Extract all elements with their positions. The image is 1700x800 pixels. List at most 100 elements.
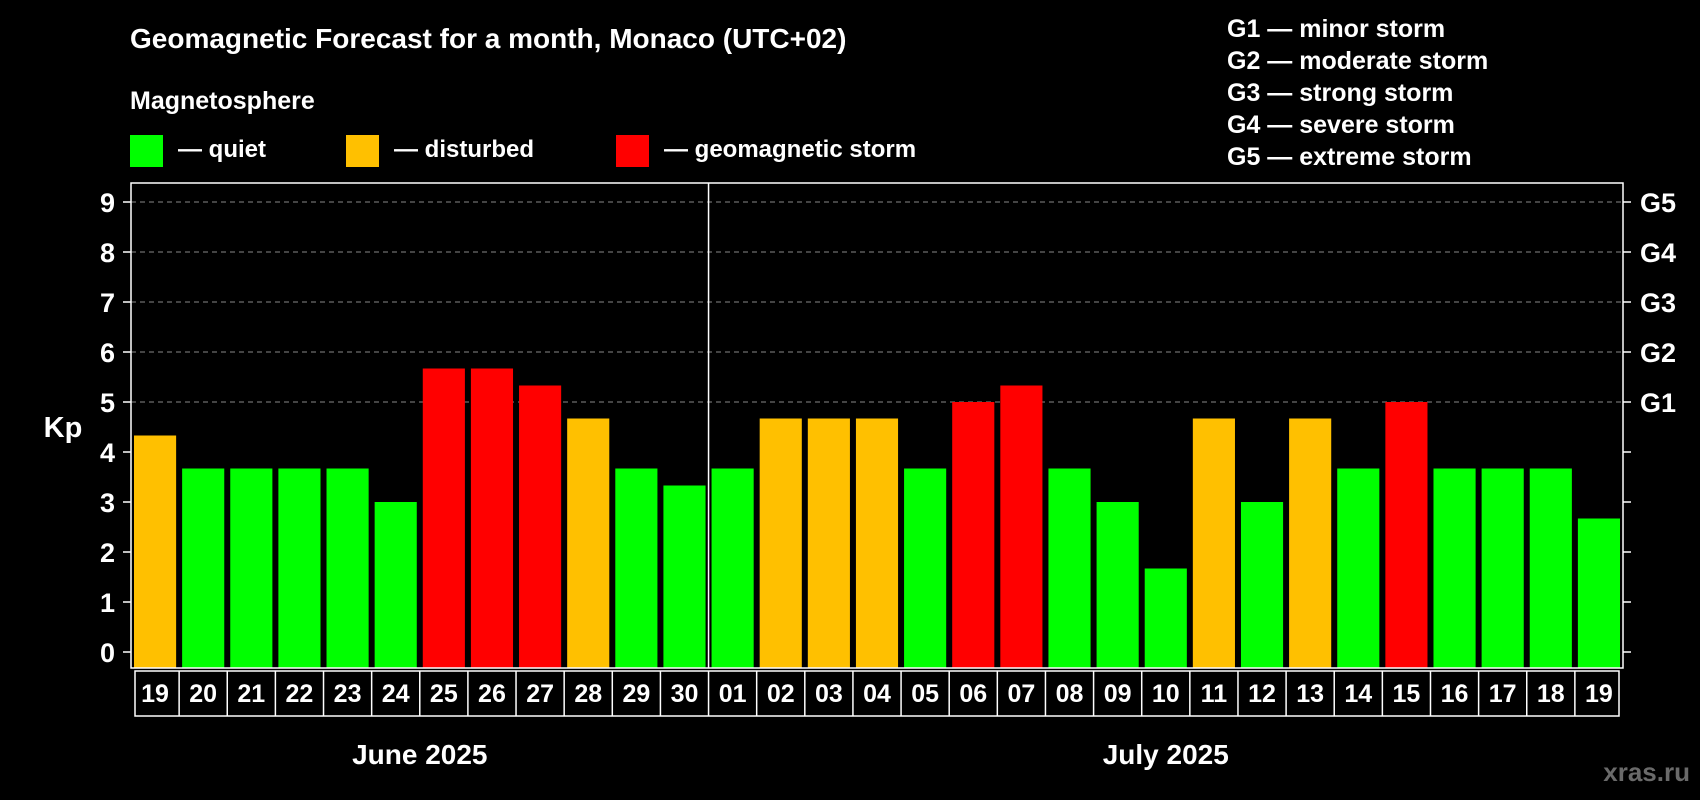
storm-scale-g1: G1 — minor storm bbox=[1227, 15, 1445, 43]
y-tick-label: 4 bbox=[100, 438, 115, 468]
storm-level-label-g3: G3 bbox=[1640, 288, 1676, 318]
y-tick-label: 3 bbox=[100, 488, 115, 518]
day-label-18: 07 bbox=[1007, 680, 1035, 708]
bar-19-0 bbox=[134, 435, 177, 668]
legend-disturbed-label: — disturbed bbox=[394, 136, 534, 163]
bar-16-27 bbox=[1433, 468, 1476, 668]
y-ticks: 0 1 2 3 4 5 6 7 8 9 bbox=[100, 188, 1631, 668]
storm-level-label-g4: G4 bbox=[1640, 238, 1676, 268]
y-tick-label: 7 bbox=[100, 288, 115, 318]
bar-15-26 bbox=[1385, 402, 1428, 668]
bar-17-28 bbox=[1481, 468, 1524, 668]
day-label-14: 03 bbox=[815, 680, 843, 708]
bar-28-9 bbox=[567, 418, 610, 668]
y-tick-label: 5 bbox=[100, 388, 115, 418]
day-label-frame bbox=[134, 670, 1620, 717]
legend-quiet-label: — quiet bbox=[178, 136, 266, 163]
grid-lines bbox=[131, 201, 1623, 403]
bar-22-3 bbox=[278, 468, 321, 668]
month-labels: June 2025 July 2025 bbox=[352, 739, 1229, 770]
bars bbox=[134, 368, 1620, 668]
day-label-15: 04 bbox=[863, 680, 891, 708]
bar-11-22 bbox=[1192, 418, 1235, 668]
bar-13-24 bbox=[1289, 418, 1332, 668]
storm-level-label-g5: G5 bbox=[1640, 188, 1676, 218]
y-tick-label: 6 bbox=[100, 338, 115, 368]
day-label-9: 28 bbox=[574, 680, 602, 708]
y-tick-label: 2 bbox=[100, 538, 115, 568]
bar-21-2 bbox=[230, 468, 273, 668]
chart-subtitle: Magnetosphere bbox=[130, 87, 315, 115]
day-label-24: 13 bbox=[1296, 680, 1324, 708]
y-tick-label: 0 bbox=[100, 638, 115, 668]
day-label-23: 12 bbox=[1248, 680, 1276, 708]
day-label-25: 14 bbox=[1344, 680, 1372, 708]
chart-title: Geomagnetic Forecast for a month, Monaco… bbox=[130, 23, 846, 54]
day-label-21: 10 bbox=[1152, 680, 1180, 708]
day-label-12: 01 bbox=[719, 680, 747, 708]
day-label-0: 19 bbox=[141, 680, 169, 708]
day-label-3: 22 bbox=[286, 680, 314, 708]
day-label-17: 06 bbox=[959, 680, 987, 708]
storm-scale-g2: G2 — moderate storm bbox=[1227, 47, 1488, 75]
bar-19-30 bbox=[1577, 518, 1620, 668]
day-label-28: 17 bbox=[1489, 680, 1517, 708]
axes bbox=[130, 182, 1624, 669]
storm-level-label-g1: G1 bbox=[1640, 388, 1676, 418]
storm-scale-g3: G3 — strong storm bbox=[1227, 79, 1453, 107]
bar-24-5 bbox=[374, 502, 417, 668]
legend-storm-label: — geomagnetic storm bbox=[664, 136, 916, 163]
bar-30-11 bbox=[663, 485, 706, 668]
bar-01-12 bbox=[711, 468, 754, 668]
y-axis-label: Kp bbox=[44, 412, 83, 444]
bar-09-20 bbox=[1096, 502, 1139, 668]
legend-storm-swatch bbox=[616, 135, 649, 167]
bar-25-6 bbox=[422, 368, 465, 668]
day-label-16: 05 bbox=[911, 680, 939, 708]
month-label: July 2025 bbox=[1103, 739, 1229, 770]
day-label-6: 25 bbox=[430, 680, 458, 708]
storm-scale-legend: G1 — minor storm G2 — moderate storm G3 … bbox=[1227, 15, 1488, 171]
storm-scale-g5: G5 — extreme storm bbox=[1227, 143, 1472, 171]
day-label-10: 29 bbox=[622, 680, 650, 708]
bar-03-14 bbox=[807, 418, 850, 668]
bar-04-15 bbox=[855, 418, 899, 668]
bar-18-29 bbox=[1529, 468, 1572, 668]
plot-frame bbox=[130, 182, 1624, 669]
day-label-26: 15 bbox=[1393, 680, 1421, 708]
day-label-8: 27 bbox=[526, 680, 554, 708]
y-tick-label: 8 bbox=[100, 238, 115, 268]
bar-06-17 bbox=[952, 402, 995, 668]
day-label-2: 21 bbox=[237, 680, 265, 708]
day-label-27: 16 bbox=[1441, 680, 1469, 708]
day-label-5: 24 bbox=[382, 680, 410, 708]
day-label-1: 20 bbox=[189, 680, 217, 708]
bar-10-21 bbox=[1144, 568, 1187, 668]
bar-02-13 bbox=[759, 418, 802, 668]
bar-08-19 bbox=[1048, 468, 1091, 668]
storm-level-label-g2: G2 bbox=[1640, 338, 1676, 368]
y-tick-label: 1 bbox=[100, 588, 115, 618]
bar-12-23 bbox=[1240, 502, 1284, 668]
bar-07-18 bbox=[1000, 385, 1043, 668]
bar-26-7 bbox=[470, 368, 514, 668]
day-label-19: 08 bbox=[1056, 680, 1084, 708]
bar-23-4 bbox=[326, 468, 369, 668]
day-label-4: 23 bbox=[334, 680, 362, 708]
bar-20-1 bbox=[182, 468, 225, 668]
y-tick-label: 9 bbox=[100, 188, 115, 218]
day-label-7: 26 bbox=[478, 680, 506, 708]
status-legend: — quiet — disturbed — geomagnetic storm bbox=[130, 135, 916, 167]
day-label-29: 18 bbox=[1537, 680, 1565, 708]
day-label-13: 02 bbox=[767, 680, 795, 708]
legend-disturbed-swatch bbox=[346, 135, 379, 167]
day-labels: 19 20 21 22 23 24 25 26 27 28 29 30 01 02 03 04 05 06 07 08… bbox=[134, 670, 1620, 717]
day-label-20: 09 bbox=[1104, 680, 1132, 708]
bar-05-16 bbox=[904, 468, 947, 668]
legend-quiet-swatch bbox=[130, 135, 163, 167]
day-label-30: 19 bbox=[1585, 680, 1613, 708]
bar-29-10 bbox=[615, 468, 658, 668]
storm-level-ticks: G1 G2 G3 G4 G5 bbox=[1640, 188, 1676, 418]
bar-14-25 bbox=[1337, 468, 1380, 668]
